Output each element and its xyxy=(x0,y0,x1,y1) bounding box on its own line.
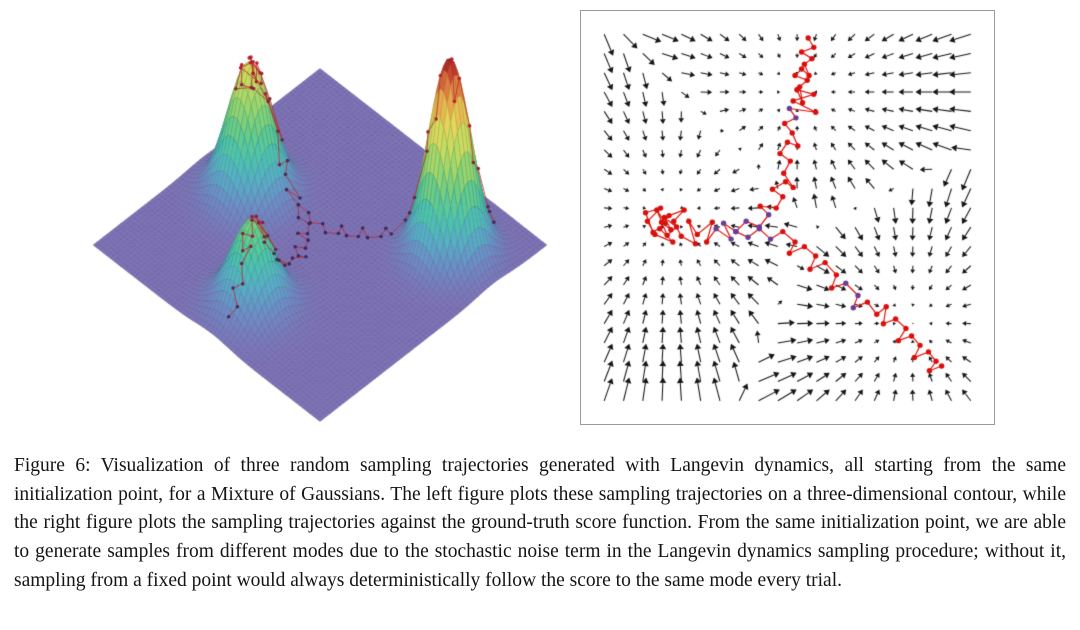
quiver-plot-canvas xyxy=(581,11,994,424)
figure-caption-label: Figure 6: xyxy=(14,455,91,476)
figure-caption-text: Visualization of three random sampling t… xyxy=(14,455,1066,591)
surface-plot-canvas xyxy=(25,0,575,450)
quiver-plot-frame xyxy=(580,10,995,425)
figure-caption: Figure 6: Visualization of three random … xyxy=(14,452,1066,595)
